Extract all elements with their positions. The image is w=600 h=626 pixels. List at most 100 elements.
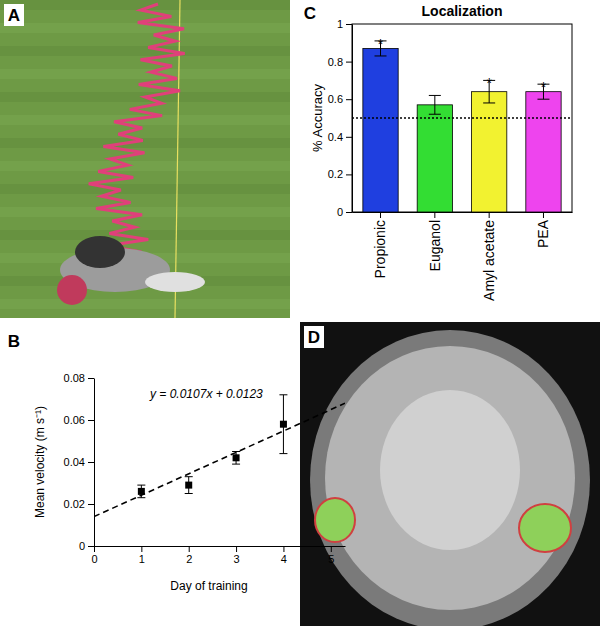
tick-label: 0 (91, 553, 97, 565)
error-bar-cap (185, 476, 193, 477)
tick-label: 1 (139, 553, 145, 565)
error-bar (185, 477, 193, 494)
error-bar-cap (537, 99, 549, 100)
error-bar-cap (429, 114, 441, 115)
tick: 0.4 (328, 131, 352, 143)
error-bar-cap (429, 95, 441, 96)
activation-right (519, 504, 571, 552)
axis: 00.020.040.060.08 (64, 372, 95, 552)
tick-mark (346, 24, 352, 25)
string (175, 0, 180, 318)
error-bar-cap (232, 464, 240, 465)
figure: AD01234500.020.040.060.08y = 0.0107x + 0… (0, 0, 600, 626)
head (57, 275, 87, 305)
tick: 0 (79, 540, 94, 552)
tick-label: 0.04 (64, 456, 85, 468)
tick-mark (88, 504, 94, 505)
tick-mark (434, 212, 435, 218)
tick-label: 0.02 (64, 498, 85, 510)
mri-background (300, 322, 600, 626)
error-bar-cap (375, 55, 387, 56)
tick-mark (283, 546, 284, 552)
tick-mark (489, 212, 490, 218)
tick-label: PEA (535, 219, 551, 248)
tick-label: 0.06 (64, 414, 85, 426)
axis: 0 0.2 0.4 0.6 0.8 1 (328, 18, 353, 218)
panel-label-box: C (300, 2, 320, 24)
tick-label: Propionic (372, 220, 388, 278)
tick: 4 (281, 546, 287, 565)
error-bar-cap (279, 394, 287, 395)
tick-mark (94, 546, 95, 552)
tick-label: 0.6 (328, 93, 343, 105)
tick-label: Amyl acetate (481, 220, 497, 301)
trail (89, 4, 185, 252)
tick: 5 (328, 546, 334, 565)
annotation: y = 0.0107x + 0.0123 (149, 387, 263, 401)
panel-label-box: B (4, 330, 24, 352)
tick-mark (346, 99, 352, 100)
mri-d (300, 322, 600, 626)
reference-line (352, 117, 572, 119)
tick-mark (88, 462, 94, 463)
tick-mark (543, 212, 544, 218)
skull (310, 330, 590, 626)
tick: 0.02 (64, 498, 94, 510)
y-axis-title: Mean velocity (m s⁻¹) (33, 406, 47, 518)
tick: 0.8 (328, 56, 352, 68)
tick: 0 (91, 546, 97, 565)
tick-label: 1 (337, 18, 343, 30)
legs (145, 272, 205, 292)
tick-mark (189, 546, 190, 552)
grass-stripe (0, 207, 290, 217)
grass-stripe (0, 46, 290, 56)
tick-label: 0 (337, 206, 343, 218)
error-bar-cap (185, 493, 193, 494)
brain (325, 346, 575, 610)
tick: 0 (337, 206, 352, 218)
chart-b: 01234500.020.040.060.08y = 0.0107x + 0.0… (33, 372, 346, 593)
grass (0, 0, 290, 318)
tick-label: 0 (79, 540, 85, 552)
activation-left (315, 498, 355, 542)
error-bar-cap (279, 453, 287, 454)
y-axis-title: % Accuracy (310, 84, 325, 152)
grass-stripe (0, 184, 290, 194)
tick-mark (88, 420, 94, 421)
tick-label: Euganol (427, 220, 443, 271)
panel-label-background (4, 330, 24, 352)
significance-mark: * (541, 79, 547, 95)
significance-mark: * (486, 75, 492, 91)
plot-area (352, 41, 572, 212)
panel-label: C (304, 4, 316, 23)
error-bar-stem (434, 95, 435, 114)
tick-label: 0.4 (328, 131, 343, 143)
title: Localization (422, 3, 503, 19)
axis: Propionic Euganol Amyl acetate PEA (353, 212, 573, 301)
tick-mark (380, 212, 381, 218)
axis-line (353, 212, 573, 213)
error-bar-cap (483, 102, 495, 103)
fit-line (94, 403, 345, 516)
point (185, 482, 192, 489)
error-bar-cap (137, 485, 145, 486)
tick-mark (141, 546, 142, 552)
tick-mark (88, 378, 94, 379)
tick-mark (346, 212, 352, 213)
photo-a (0, 0, 290, 318)
tick-label: 0.2 (328, 168, 343, 180)
tick-mark (331, 546, 332, 552)
panel-label-background (304, 326, 324, 348)
axis-line (95, 546, 346, 547)
error-bar-cap (232, 451, 240, 452)
grass-stripe (0, 299, 290, 309)
tick: Propionic (372, 212, 388, 278)
bar (417, 105, 452, 212)
grass-stripe (0, 69, 290, 79)
tick-label: 4 (281, 553, 287, 565)
x-axis-title: Day of training (170, 579, 247, 593)
axis-line (94, 379, 95, 547)
tick-mark (346, 137, 352, 138)
panel-label: A (8, 6, 20, 25)
tick: 0.6 (328, 93, 352, 105)
